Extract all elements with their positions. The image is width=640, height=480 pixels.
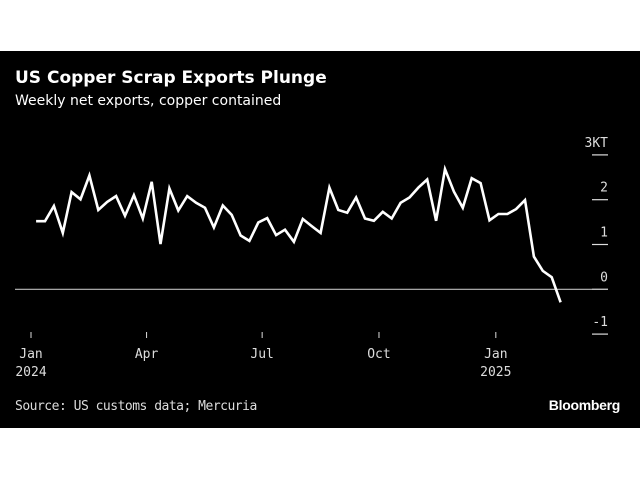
- x-tick-label: Jan: [484, 347, 507, 362]
- source-note: Source: US customs data; Mercuria: [15, 399, 257, 414]
- y-tick-label: 2: [600, 181, 608, 196]
- x-tick-year-label: 2024: [15, 365, 46, 380]
- y-tick-label: 3KT: [585, 136, 609, 151]
- chart-title: US Copper Scrap Exports Plunge: [15, 68, 327, 88]
- x-tick-label: Jul: [250, 347, 273, 362]
- y-tick-label: 0: [600, 270, 608, 285]
- series-line: [36, 164, 562, 303]
- x-tick-year-label: 2025: [480, 365, 511, 380]
- x-tick-label: Oct: [367, 347, 390, 362]
- chart-subtitle: Weekly net exports, copper contained: [15, 93, 282, 109]
- chart-panel: [0, 51, 640, 428]
- bloomberg-logo: Bloomberg: [548, 397, 621, 413]
- x-tick-label: Apr: [135, 347, 159, 362]
- x-tick-label: Jan: [19, 347, 42, 362]
- y-tick-label: 1: [600, 226, 608, 241]
- y-tick-label: -1: [592, 315, 608, 330]
